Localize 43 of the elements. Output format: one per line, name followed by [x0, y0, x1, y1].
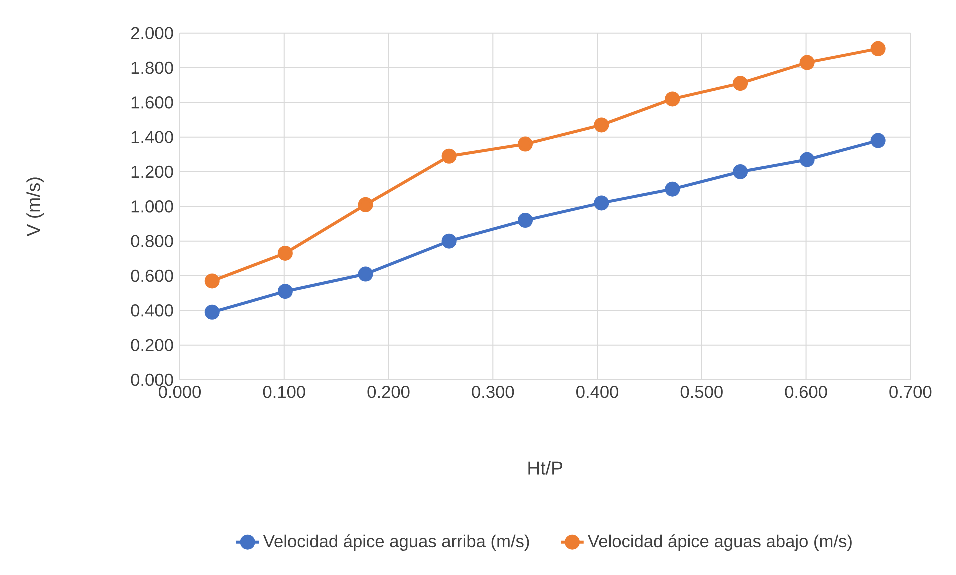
point	[733, 76, 748, 92]
point	[278, 284, 293, 300]
point	[870, 133, 886, 148]
y-axis-title: V (m/s)	[26, 178, 44, 237]
y-tick-label: 2.000	[131, 27, 174, 40]
point	[800, 55, 815, 70]
x-tick-label: 0.300	[472, 386, 514, 398]
point	[870, 41, 886, 56]
legend-label: Velocidad ápice aguas abajo (m/s)	[588, 534, 852, 552]
point	[442, 148, 457, 164]
y-tick-label: 1.000	[132, 200, 174, 213]
point	[204, 274, 220, 289]
x-tick-label: 0.200	[368, 386, 410, 398]
y-tick-label: 0.800	[131, 235, 174, 248]
y-tick-label: 0.400	[131, 304, 174, 317]
x-tick-label: 0.000	[158, 386, 202, 398]
point	[733, 164, 748, 180]
y-tick-label: 1.400	[132, 131, 174, 144]
y-tick-label: 1.600	[132, 96, 174, 109]
y-tick-label: 0.000	[131, 374, 174, 386]
point	[594, 196, 610, 211]
y-tick-label: 1.200	[132, 166, 174, 178]
x-tick-label: 0.500	[680, 386, 723, 398]
point	[358, 266, 374, 282]
x-axis-title: Ht/P	[528, 461, 563, 475]
point	[594, 118, 610, 133]
point	[442, 234, 457, 249]
x-tick-label: 0.700	[890, 386, 932, 398]
point	[665, 182, 680, 197]
y-tick-label: 0.600	[131, 270, 174, 282]
point	[800, 152, 815, 168]
point	[665, 92, 680, 107]
point	[358, 197, 374, 212]
x-tick-label: 0.100	[263, 386, 306, 398]
point	[204, 304, 220, 320]
y-tick-label: 0.200	[131, 339, 174, 352]
point	[518, 213, 533, 228]
y-tick-label: 1.800	[132, 62, 174, 74]
point	[278, 246, 293, 261]
point	[518, 136, 533, 152]
x-tick-label: 0.400	[576, 386, 619, 398]
legend-label: Velocidad ápice aguas arriba (m/s)	[263, 534, 530, 552]
x-tick-label: 0.600	[785, 386, 828, 398]
